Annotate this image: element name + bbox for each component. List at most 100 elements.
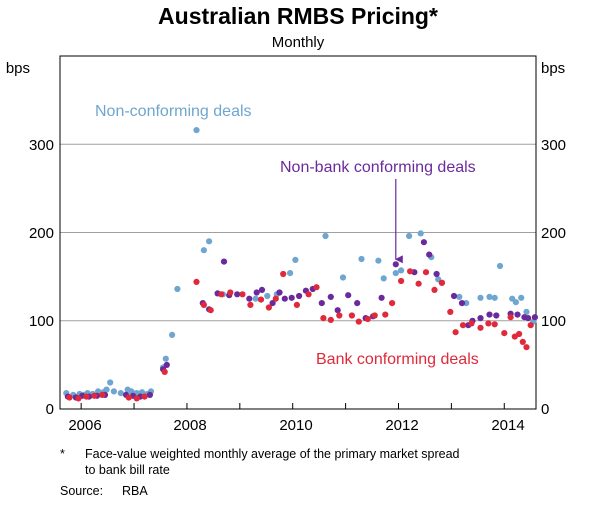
point-bank-conforming-deals [200,301,207,308]
point-non-bank-conforming-deals [281,295,288,302]
y-tick-labels-right: 300 200 100 0 [541,137,566,418]
point-bank-conforming-deals [431,286,438,293]
point-non-bank-conforming-deals [433,270,440,278]
point-non-bank-conforming-deals [220,258,228,265]
point-bank-conforming-deals [257,296,265,303]
point-bank-conforming-deals [305,291,312,298]
point-bank-conforming-deals [327,316,334,323]
source-value: RBA [122,484,148,498]
x-tick-marks [80,403,505,409]
point-bank-conforming-deals [371,312,378,319]
footnote-line-2: to bank bill rate [85,463,170,477]
point-non-bank-conforming-deals [288,294,295,301]
point-bank-conforming-deals [468,320,475,327]
point-bank-conforming-deals [516,330,523,338]
point-non-conforming-deals [477,294,484,301]
point-bank-conforming-deals [485,320,492,327]
point-non-bank-conforming-deals [296,292,303,300]
point-bank-conforming-deals [382,311,389,318]
point-non-conforming-deals [206,238,213,245]
point-non-conforming-deals [417,230,424,237]
point-bank-conforming-deals [247,301,254,308]
point-non-conforming-deals [200,247,207,254]
y-tick-label-right: 300 [541,137,566,154]
point-non-bank-conforming-deals [258,286,266,293]
x-tick-label: 2008 [173,417,206,434]
point-non-conforming-deals [264,292,271,300]
point-non-bank-conforming-deals [318,300,325,307]
point-non-bank-conforming-deals [486,311,493,318]
point-non-bank-conforming-deals [450,292,458,300]
source-label: Source: [60,484,103,498]
label-non-conforming: Non-conforming deals [95,103,252,120]
point-bank-conforming-deals [293,301,300,308]
point-non-bank-conforming-deals [458,300,466,307]
point-non-conforming-deals [110,388,117,395]
x-tick-labels: 2006 2008 2010 2012 2014 [68,417,524,434]
point-non-bank-conforming-deals [378,294,385,301]
point-bank-conforming-deals [207,307,214,314]
point-non-conforming-deals [358,255,365,263]
point-non-conforming-deals [392,270,399,277]
point-bank-conforming-deals [415,280,422,287]
point-bank-conforming-deals [519,338,526,345]
point-bank-conforming-deals [99,391,106,398]
point-non-bank-conforming-deals [514,311,521,318]
point-bank-conforming-deals [265,304,272,311]
plot-frame [59,55,537,410]
point-non-bank-conforming-deals [531,314,539,321]
point-bank-conforming-deals [447,308,454,315]
point-non-conforming-deals [523,308,530,315]
point-non-bank-conforming-deals [392,261,399,268]
footnote-line-1: Face-value weighted monthly average of t… [85,447,460,461]
point-non-bank-conforming-deals [420,239,427,246]
point-bank-conforming-deals [133,395,140,402]
point-bank-conforming-deals [272,295,279,302]
y-tick-label-left: 0 [46,401,54,418]
label-bank-conforming: Bank conforming deals [316,351,479,368]
point-bank-conforming-deals [141,393,148,400]
point-bank-conforming-deals [452,329,459,336]
point-bank-conforming-deals [125,394,132,401]
footnote-marker: * [60,447,65,461]
point-non-bank-conforming-deals [525,315,532,322]
point-non-conforming-deals [456,293,463,300]
point-non-bank-conforming-deals [246,295,253,302]
point-bank-conforming-deals [389,300,396,307]
point-bank-conforming-deals [438,279,445,286]
y-tick-label-left: 100 [29,313,54,330]
point-non-bank-conforming-deals [327,293,334,300]
point-non-conforming-deals [518,294,525,301]
point-bank-conforming-deals [491,321,498,328]
point-non-conforming-deals [162,355,169,362]
point-bank-conforming-deals [239,291,246,298]
point-bank-conforming-deals [523,344,530,351]
point-non-conforming-deals [107,379,114,386]
point-bank-conforming-deals [66,394,73,401]
point-non-conforming-deals [169,331,176,338]
point-bank-conforming-deals [501,330,508,337]
point-non-bank-conforming-deals [354,300,361,307]
point-non-conforming-deals [193,127,200,134]
point-non-bank-conforming-deals [146,391,153,398]
point-bank-conforming-deals [336,312,343,319]
point-bank-conforming-deals [218,291,225,298]
point-non-bank-conforming-deals [276,289,283,296]
y-tick-label-left: 300 [29,137,54,154]
point-non-conforming-deals [252,295,259,302]
data-points [63,127,539,402]
point-bank-conforming-deals [348,312,355,319]
point-non-conforming-deals [292,256,299,263]
point-non-bank-conforming-deals [477,315,484,322]
point-non-conforming-deals [103,386,110,393]
x-tick-label: 2010 [279,417,312,434]
chart-subtitle: Monthly [272,34,325,51]
point-non-bank-conforming-deals [334,307,341,314]
point-bank-conforming-deals [477,324,484,331]
point-non-bank-conforming-deals [163,361,170,368]
label-non-bank-conforming: Non-bank conforming deals [280,159,476,176]
point-non-conforming-deals [406,232,413,240]
point-bank-conforming-deals [161,368,168,375]
y-tick-label-right: 100 [541,313,566,330]
point-bank-conforming-deals [459,322,467,329]
